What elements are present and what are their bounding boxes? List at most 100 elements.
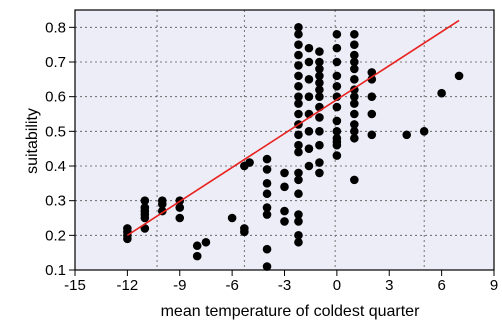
y-tick-label: 0.7 [45, 54, 66, 71]
data-point [350, 75, 359, 84]
data-point [454, 71, 464, 81]
y-tick-label: 0.3 [45, 193, 66, 210]
data-point [315, 57, 324, 67]
data-point [315, 168, 324, 178]
y-tick-label: 0.5 [45, 123, 66, 140]
data-point [437, 88, 446, 98]
data-point [262, 210, 272, 219]
data-point [294, 147, 303, 157]
data-point [367, 68, 377, 77]
data-point [315, 140, 324, 150]
data-point [294, 140, 303, 150]
data-point [157, 196, 167, 205]
data-point [262, 262, 272, 271]
data-point [332, 29, 342, 39]
data-point [315, 78, 324, 88]
x-tick-label: 0 [333, 277, 341, 294]
x-axis-title: mean temperature of coldest quarter [161, 303, 420, 320]
data-point [262, 154, 272, 164]
y-tick-label: 0.4 [45, 158, 66, 175]
data-point [294, 50, 303, 60]
data-point [304, 57, 314, 67]
x-tick-label: 3 [385, 277, 393, 294]
data-point [367, 75, 377, 84]
data-point [294, 231, 303, 240]
data-point [294, 40, 303, 49]
y-axis-title: suitability [24, 108, 41, 174]
data-point [304, 161, 314, 171]
data-point [294, 99, 303, 108]
data-point [402, 130, 412, 140]
data-point [350, 40, 359, 49]
data-point [192, 241, 202, 251]
data-point [332, 102, 342, 112]
data-point [294, 217, 303, 226]
data-point [350, 57, 359, 67]
data-point [245, 158, 254, 167]
data-point [304, 75, 314, 84]
data-point [294, 175, 303, 185]
y-axis-ticks: 0.1 0.2 0.3 0.4 0.5 0.6 0.7 0.8 [45, 19, 75, 279]
data-point [280, 206, 289, 216]
data-point [192, 251, 202, 261]
data-point [201, 237, 211, 247]
data-point [175, 213, 185, 223]
data-point [332, 133, 342, 143]
y-tick-label: 0.8 [45, 19, 66, 36]
x-tick-label: 6 [437, 277, 445, 294]
data-point [350, 50, 359, 60]
data-point [315, 92, 324, 101]
data-point [140, 203, 150, 212]
data-point [350, 99, 359, 108]
data-point [294, 71, 303, 81]
data-point [294, 29, 303, 39]
y-tick-label: 0.1 [45, 262, 66, 279]
data-point [315, 85, 324, 95]
data-point [332, 71, 342, 81]
data-point [262, 189, 272, 199]
data-point [350, 133, 359, 143]
x-tick-label: -3 [278, 277, 291, 294]
data-point [294, 23, 303, 32]
data-point [332, 151, 342, 160]
x-tick-label: -9 [173, 277, 186, 294]
data-point [332, 43, 342, 53]
data-point [419, 127, 429, 136]
data-point [315, 127, 324, 136]
data-point [304, 43, 314, 53]
data-point [332, 57, 342, 67]
data-point [315, 71, 324, 81]
data-point [350, 109, 359, 119]
data-point [304, 144, 314, 153]
data-point [315, 158, 324, 167]
data-point [262, 203, 272, 212]
data-point [262, 244, 272, 254]
data-point [240, 224, 249, 233]
data-point [350, 64, 359, 74]
data-point [304, 127, 314, 136]
data-point [350, 127, 359, 136]
data-point [294, 237, 303, 247]
data-point [123, 224, 132, 233]
data-point [140, 196, 150, 205]
data-point [227, 213, 237, 223]
data-point [332, 127, 342, 136]
data-point [294, 109, 303, 119]
data-point [350, 120, 359, 129]
trend-line [126, 19, 460, 237]
data-point [367, 92, 377, 101]
data-point [294, 92, 303, 101]
data-point [350, 29, 359, 39]
data-point [280, 217, 289, 226]
data-point [315, 47, 324, 56]
data-point [280, 182, 289, 192]
y-tick-label: 0.6 [45, 89, 66, 106]
x-tick-label: -15 [64, 277, 86, 294]
data-point [315, 64, 324, 74]
data-point [262, 179, 272, 188]
data-point [350, 92, 359, 101]
data-point [332, 116, 342, 126]
data-points [123, 23, 464, 271]
data-point [294, 168, 303, 178]
